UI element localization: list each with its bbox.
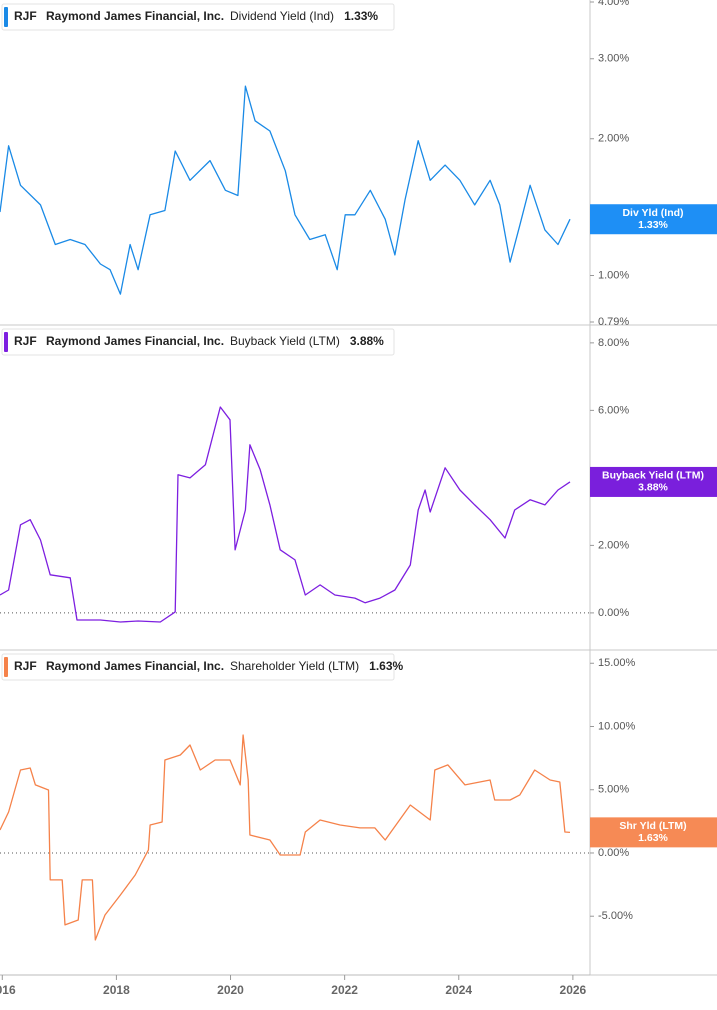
flag-label: Shr Yld (LTM) [619, 820, 686, 832]
x-tick-label: 2016 [0, 983, 16, 997]
metric-value: 3.88% [350, 334, 384, 348]
metric-name: Dividend Yield (Ind) [230, 9, 334, 23]
x-tick-label: 2020 [217, 983, 244, 997]
x-tick-label: 2022 [331, 983, 358, 997]
y-tick-label: 0.00% [598, 607, 629, 619]
company-name: Raymond James Financial, Inc. [46, 334, 224, 348]
y-tick-label: -5.00% [598, 910, 633, 922]
y-tick-label: 1.00% [598, 269, 629, 281]
flag-value: 1.63% [638, 832, 668, 844]
series-line [0, 734, 571, 941]
y-tick-label: 2.00% [598, 539, 629, 551]
y-tick-label: 15.00% [598, 657, 636, 669]
x-tick-label: 2026 [560, 983, 587, 997]
x-tick-label: 2018 [103, 983, 130, 997]
header: RJF Raymond James Financial, Inc. Dividend… [1, 3, 395, 31]
value-flag [590, 204, 717, 235]
header-box [1, 328, 395, 356]
metric-value: 1.63% [369, 659, 403, 673]
ticker: RJF [14, 659, 37, 673]
y-tick-label: 4.00% [598, 0, 629, 8]
flag-value: 1.33% [638, 219, 668, 231]
header-box [1, 3, 395, 31]
company-name: Raymond James Financial, Inc. [46, 9, 224, 23]
header: RJF Raymond James Financial, Inc. Sharehol… [1, 653, 404, 681]
series-line [0, 406, 571, 623]
value-flag [590, 466, 717, 497]
y-tick-label: 10.00% [598, 720, 636, 732]
company-name: Raymond James Financial, Inc. [46, 659, 224, 673]
y-tick-label: 0.79% [598, 316, 629, 328]
header-box [1, 653, 395, 681]
x-tick-label: 2024 [445, 983, 472, 997]
y-tick-label: 3.00% [598, 53, 629, 65]
y-tick-label: 2.00% [598, 133, 629, 145]
y-tick-label: 6.00% [598, 404, 629, 416]
header-color-bar [4, 657, 8, 677]
flag-label: Buyback Yield (LTM) [602, 470, 704, 482]
metric-value: 1.33% [344, 9, 378, 23]
header: RJF Raymond James Financial, Inc. Buyback … [1, 328, 395, 356]
series-line [0, 85, 571, 295]
header-color-bar [4, 7, 8, 27]
header-color-bar [4, 332, 8, 352]
metric-name: Buyback Yield (LTM) [230, 334, 340, 348]
ticker: RJF [14, 334, 37, 348]
ticker: RJF [14, 9, 37, 23]
value-flag [590, 817, 717, 848]
y-tick-label: 0.00% [598, 847, 629, 859]
y-tick-label: 5.00% [598, 784, 629, 796]
flag-label: Div Yld (Ind) [622, 207, 683, 219]
flag-value: 3.88% [638, 482, 668, 494]
y-tick-label: 8.00% [598, 337, 629, 349]
metric-name: Shareholder Yield (LTM) [230, 659, 359, 673]
